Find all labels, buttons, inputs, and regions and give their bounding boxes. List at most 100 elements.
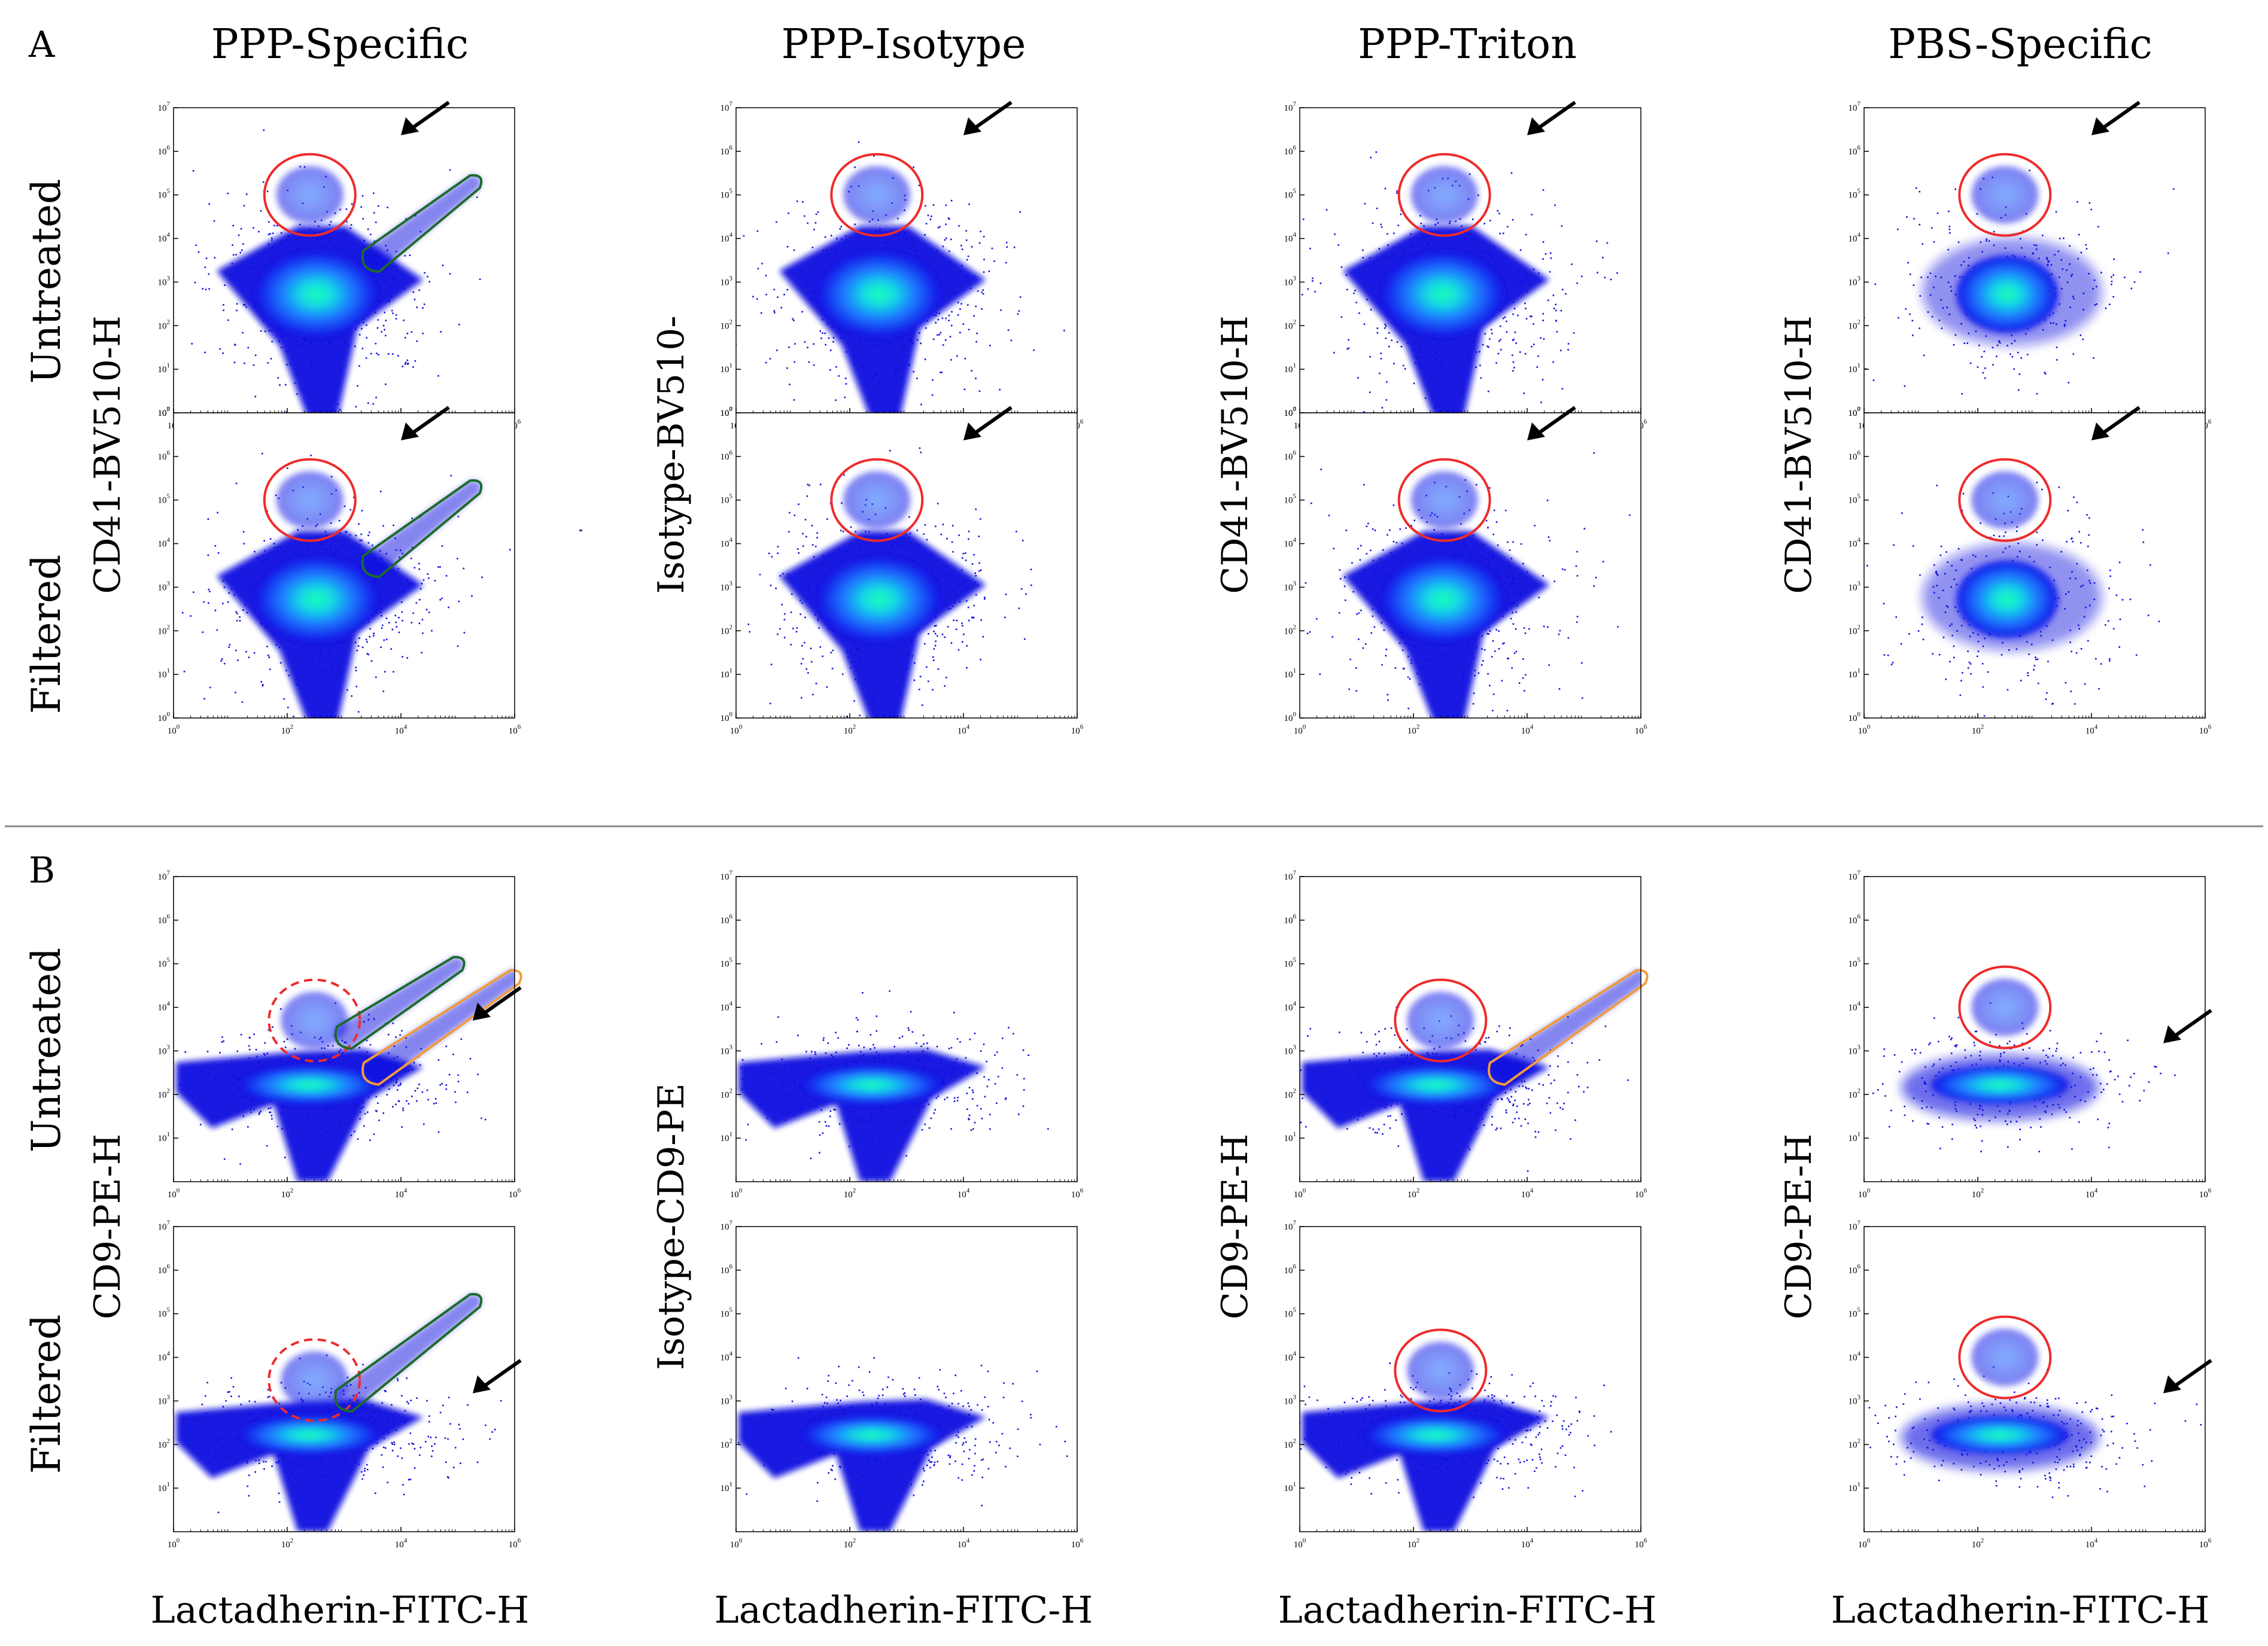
gate-red-ellipse[interactable]	[1958, 153, 2052, 237]
event-dot	[815, 213, 817, 215]
event-dot	[759, 573, 761, 576]
gate-red-ellipse[interactable]	[1958, 458, 2052, 542]
event-dot	[765, 275, 767, 276]
event-dot	[279, 662, 282, 664]
event-dot	[242, 531, 245, 533]
event-dot	[1576, 550, 1578, 553]
event-dot	[421, 583, 423, 585]
event-dot	[850, 526, 852, 528]
event-dot	[843, 474, 845, 476]
event-dot	[339, 409, 341, 410]
event-dot	[957, 302, 959, 303]
event-dot	[404, 363, 406, 365]
event-dot	[1936, 485, 1938, 486]
event-dot	[330, 522, 332, 524]
arrow-head	[2091, 117, 2109, 135]
event-dot	[332, 1045, 334, 1047]
event-dot	[920, 342, 922, 345]
event-dot	[1348, 339, 1349, 341]
event-dot	[390, 648, 393, 650]
event-dot	[935, 525, 937, 528]
gate-red-ellipse[interactable]	[1397, 458, 1491, 542]
event-dot	[1981, 356, 1983, 358]
event-dot	[1388, 345, 1390, 348]
gate-green-polygon[interactable]	[361, 479, 483, 579]
event-dot	[1306, 632, 1309, 635]
event-dot	[231, 1128, 233, 1130]
gate-green-polygon[interactable]	[334, 956, 466, 1051]
event-dot	[1523, 690, 1525, 692]
gate-red-ellipse[interactable]	[267, 978, 361, 1063]
event-dot	[1488, 633, 1489, 635]
event-dot	[1413, 382, 1415, 385]
event-dot	[944, 239, 946, 241]
event-dot	[1911, 320, 1914, 322]
y-tick-label: 101	[158, 1131, 171, 1143]
y-tick-label: 102	[1284, 318, 1297, 331]
event-dot	[402, 1108, 404, 1109]
event-dot	[968, 203, 970, 205]
event-dot	[1320, 282, 1322, 284]
event-dot	[978, 562, 980, 564]
event-dot	[1387, 244, 1389, 247]
event-dot	[950, 200, 953, 202]
event-dot	[395, 1103, 397, 1106]
event-dot	[445, 1084, 448, 1086]
event-dot	[1409, 678, 1411, 680]
event-dot	[411, 1096, 413, 1097]
arrow-head	[963, 117, 981, 135]
event-dot	[1495, 629, 1497, 631]
event-dot	[920, 403, 922, 406]
y-tick-label: 100	[720, 711, 733, 723]
event-dot	[908, 1029, 910, 1031]
event-dot	[232, 254, 235, 256]
event-dot	[1339, 569, 1341, 571]
event-dot	[1967, 650, 1969, 652]
event-dot	[401, 1126, 403, 1128]
event-dot	[378, 205, 379, 207]
event-dot	[814, 222, 817, 224]
event-dot	[1512, 623, 1515, 625]
event-dot	[2065, 681, 2067, 684]
event-dot	[239, 620, 241, 622]
event-dot	[982, 293, 984, 295]
event-dot	[1005, 261, 1007, 264]
event-dot	[968, 328, 970, 331]
event-dot	[965, 552, 966, 554]
event-dot	[1494, 729, 1496, 731]
gate-red-ellipse[interactable]	[263, 153, 357, 237]
event-dot	[960, 245, 962, 247]
event-dot	[1355, 667, 1357, 669]
event-dot	[359, 539, 361, 541]
event-dot	[1333, 352, 1335, 354]
event-dot	[260, 681, 262, 683]
event-dot	[1895, 616, 1897, 618]
gate-orange-polygon[interactable]	[361, 969, 522, 1086]
event-dot	[1517, 314, 1519, 317]
gate-red-ellipse[interactable]	[1397, 153, 1491, 237]
event-dot	[1509, 549, 1511, 551]
event-dot	[804, 519, 807, 521]
event-dot	[235, 482, 238, 485]
event-dot	[236, 303, 238, 305]
event-dot	[1555, 303, 1557, 306]
gate-red-ellipse[interactable]	[830, 153, 924, 237]
event-dot	[935, 640, 937, 643]
event-dot	[794, 361, 796, 363]
event-dot	[214, 257, 216, 258]
gate-green-polygon[interactable]	[361, 174, 483, 273]
event-dot	[1948, 210, 1950, 212]
event-dot	[1923, 354, 1925, 357]
event-dot	[366, 324, 367, 326]
event-dot	[377, 1102, 379, 1104]
gate-red-ellipse[interactable]	[830, 458, 924, 542]
event-dot	[1986, 238, 1988, 241]
gate-red-ellipse[interactable]	[263, 458, 357, 542]
event-dot	[1493, 509, 1495, 512]
event-dot	[481, 576, 483, 579]
event-dot	[938, 333, 940, 336]
event-dot	[1407, 707, 1409, 710]
event-dot	[770, 664, 773, 665]
event-dot	[375, 1096, 377, 1098]
